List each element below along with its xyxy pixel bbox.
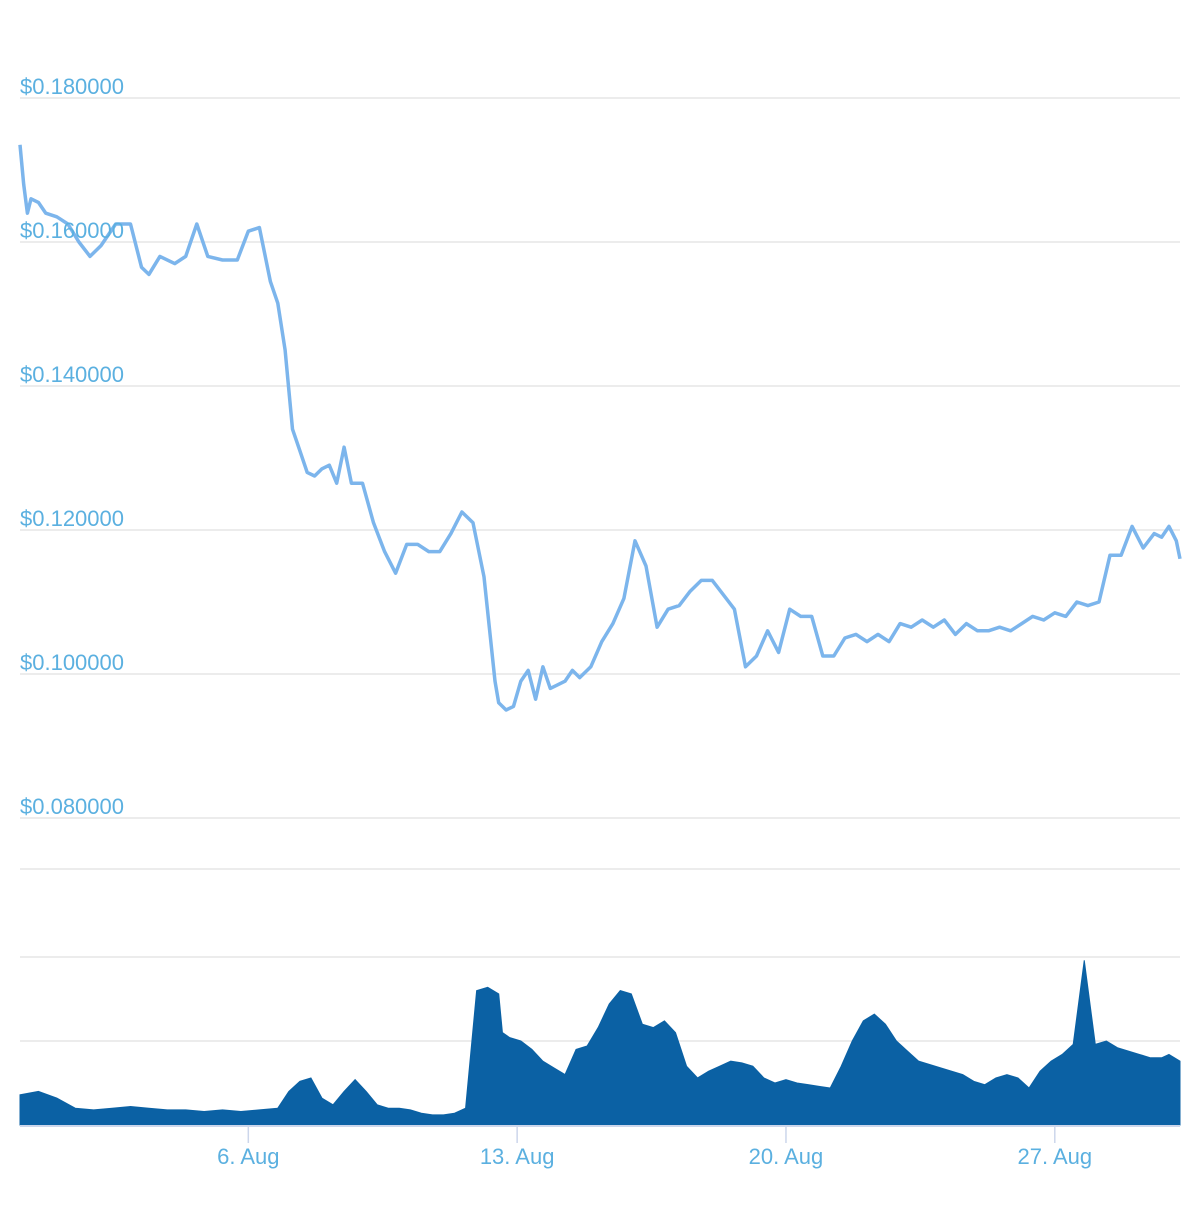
price-series	[18, 144, 1182, 712]
y-tick-label: $0.160000	[20, 218, 124, 243]
price-line	[18, 144, 1182, 712]
y-tick-label: $0.120000	[20, 506, 124, 531]
x-tick-label: 6. Aug	[217, 1144, 279, 1169]
y-tick-label: $0.080000	[20, 794, 124, 819]
x-tick-label: 20. Aug	[749, 1144, 824, 1169]
x-tick-label: 27. Aug	[1017, 1144, 1092, 1169]
y-tick-label: $0.100000	[20, 650, 124, 675]
volume-area-path	[19, 960, 1181, 1126]
y-tick-label: $0.140000	[20, 362, 124, 387]
volume-area	[19, 960, 1181, 1126]
x-tick-label: 13. Aug	[480, 1144, 555, 1169]
x-axis: 6. Aug 13. Aug 20. Aug 27. Aug	[20, 1125, 1180, 1169]
y-axis-labels: $0.180000 $0.160000 $0.140000 $0.120000 $0.1…	[20, 74, 124, 819]
grid-lines	[20, 97, 1180, 1042]
y-tick-label: $0.180000	[20, 74, 124, 99]
